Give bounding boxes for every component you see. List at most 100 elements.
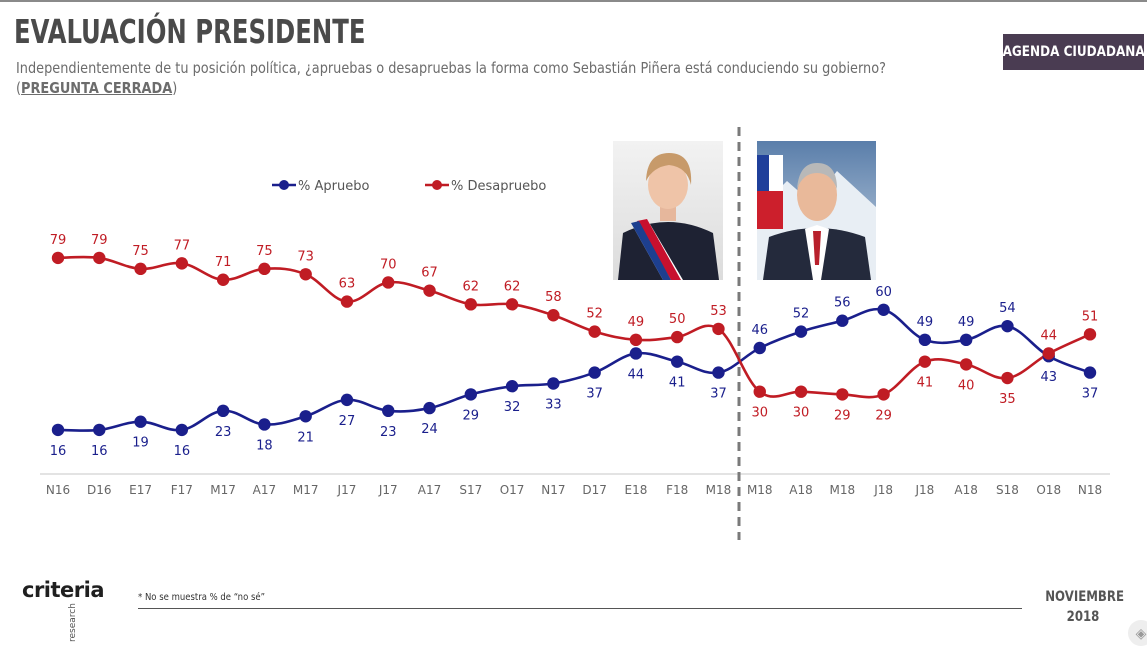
desapruebo-line: [57, 255, 1091, 399]
apruebo-point: [753, 341, 766, 355]
apruebo-point: [134, 415, 147, 428]
apruebo-value-label: 54: [999, 301, 1016, 316]
apruebo-value-label: 32: [504, 400, 521, 415]
desapruebo-point: [753, 385, 766, 398]
report-month: NOVIEMBRE: [1045, 589, 1124, 605]
apruebo-point: [93, 423, 106, 437]
desapruebo-value-label: 58: [545, 290, 562, 305]
desapruebo-point: [1042, 347, 1055, 360]
desapruebo-point: [836, 388, 849, 401]
badge-label: AGENDA CIUDADANA: [1002, 44, 1145, 60]
apruebo-point: [629, 347, 643, 360]
desapruebo-value-label: 50: [669, 312, 686, 327]
desapruebo-point: [918, 355, 932, 368]
desapruebo-value-label: 40: [958, 378, 975, 393]
question-type: (PREGUNTA CERRADA): [16, 78, 177, 98]
x-tick-label: E17: [129, 483, 152, 497]
apruebo-point: [299, 410, 312, 423]
desapruebo-value-label: 73: [297, 249, 314, 264]
legend-desapruebo-label: % Desapruebo: [451, 179, 546, 194]
apruebo-value-label: 24: [421, 422, 438, 437]
agenda-ciudadana-badge: AGENDA CIUDADANA: [1002, 34, 1145, 70]
desapruebo-value-label: 44: [1040, 328, 1057, 343]
x-tick-label: D16: [87, 483, 112, 497]
apruebo-point: [423, 401, 436, 415]
desapruebo-point: [382, 276, 395, 289]
x-tick-label: M18: [747, 483, 773, 497]
apruebo-value-label: 43: [1040, 370, 1057, 385]
x-tick-label: A18: [789, 483, 812, 497]
apruebo-value-label: 37: [710, 387, 727, 402]
logo-word: criteria: [22, 578, 105, 602]
report-year: 2018: [1066, 609, 1100, 625]
x-tick-label: J17: [378, 483, 398, 497]
desapruebo-point: [588, 325, 601, 338]
desapruebo-point: [671, 330, 684, 344]
question-type-label: PREGUNTA CERRADA: [21, 79, 173, 97]
desapruebo-value-label: 75: [256, 244, 273, 259]
apruebo-point: [1083, 366, 1097, 379]
desapruebo-value-label: 67: [421, 266, 438, 281]
desapruebo-value-label: 49: [628, 315, 645, 330]
apruebo-point: [1001, 319, 1014, 333]
apruebo-point: [51, 423, 65, 437]
x-tick-label: M17: [293, 483, 319, 497]
apruebo-value-label: 21: [297, 430, 314, 445]
series-points: [51, 251, 1097, 437]
pinera-photo: [757, 141, 876, 280]
desapruebo-value-label: 51: [1082, 309, 1099, 324]
footnote: * No se muestra % de “no sé”: [138, 592, 266, 603]
desapruebo-value-label: 79: [91, 233, 108, 248]
apruebo-value-label: 37: [586, 387, 603, 402]
apruebo-point: [959, 333, 973, 347]
logo-sub: research: [68, 603, 78, 642]
legend-apruebo-label: % Apruebo: [298, 179, 369, 194]
desapruebo-value-label: 62: [504, 279, 521, 294]
x-tick-label: N18: [1078, 483, 1102, 497]
apruebo-value-label: 33: [545, 398, 562, 413]
x-tick-label: O17: [500, 483, 525, 497]
compass-icon[interactable]: ◈: [1128, 620, 1147, 646]
question-type-open: (: [16, 79, 22, 97]
apruebo-point: [836, 314, 849, 327]
desapruebo-point: [216, 273, 230, 286]
apruebo-value-label: 49: [958, 315, 975, 330]
x-tick-label: M18: [706, 483, 732, 497]
desapruebo-value-label: 29: [834, 408, 851, 423]
x-tick-label: D17: [582, 483, 607, 497]
desapruebo-point: [547, 309, 560, 322]
desapruebo-value-label: 30: [793, 406, 810, 421]
apruebo-line: [57, 307, 1091, 432]
desapruebo-point: [629, 333, 643, 347]
x-tick-label: E18: [624, 483, 647, 497]
desapruebo-value-label: 35: [999, 392, 1016, 407]
desapruebo-point: [51, 251, 65, 265]
desapruebo-value-label: 75: [132, 244, 149, 259]
desapruebo-point: [1083, 328, 1097, 341]
apruebo-point: [505, 380, 519, 393]
apruebo-value-label: 27: [339, 414, 356, 429]
apruebo-point: [794, 325, 808, 338]
apruebo-point: [464, 388, 477, 401]
apruebo-value-label: 18: [256, 438, 273, 453]
apruebo-point: [877, 303, 890, 316]
apruebo-value-label: 23: [380, 425, 397, 440]
report-date: NOVIEMBRE 2018: [1038, 587, 1128, 627]
desapruebo-value-label: 70: [380, 257, 397, 272]
desapruebo-value-label: 41: [917, 376, 934, 391]
apruebo-point: [258, 418, 271, 431]
legend-desapruebo-marker: [432, 180, 442, 190]
x-tick-label: O18: [1036, 483, 1061, 497]
x-tick-label: N16: [46, 483, 70, 497]
data-labels: 16 16 19 16 23 18 21 27 23 24 29 32 33 37 44 41 37 46 52 56…: [50, 233, 1099, 459]
apruebo-value-label: 52: [793, 307, 810, 322]
desapruebo-point: [794, 385, 808, 398]
apruebo-point: [340, 393, 354, 407]
desapruebo-value-label: 30: [751, 406, 768, 421]
series-lines: [57, 255, 1091, 432]
desapruebo-value-label: 62: [463, 279, 480, 294]
apruebo-point: [918, 333, 932, 347]
x-tick-label: J18: [873, 483, 893, 497]
apruebo-value-label: 23: [215, 425, 232, 440]
